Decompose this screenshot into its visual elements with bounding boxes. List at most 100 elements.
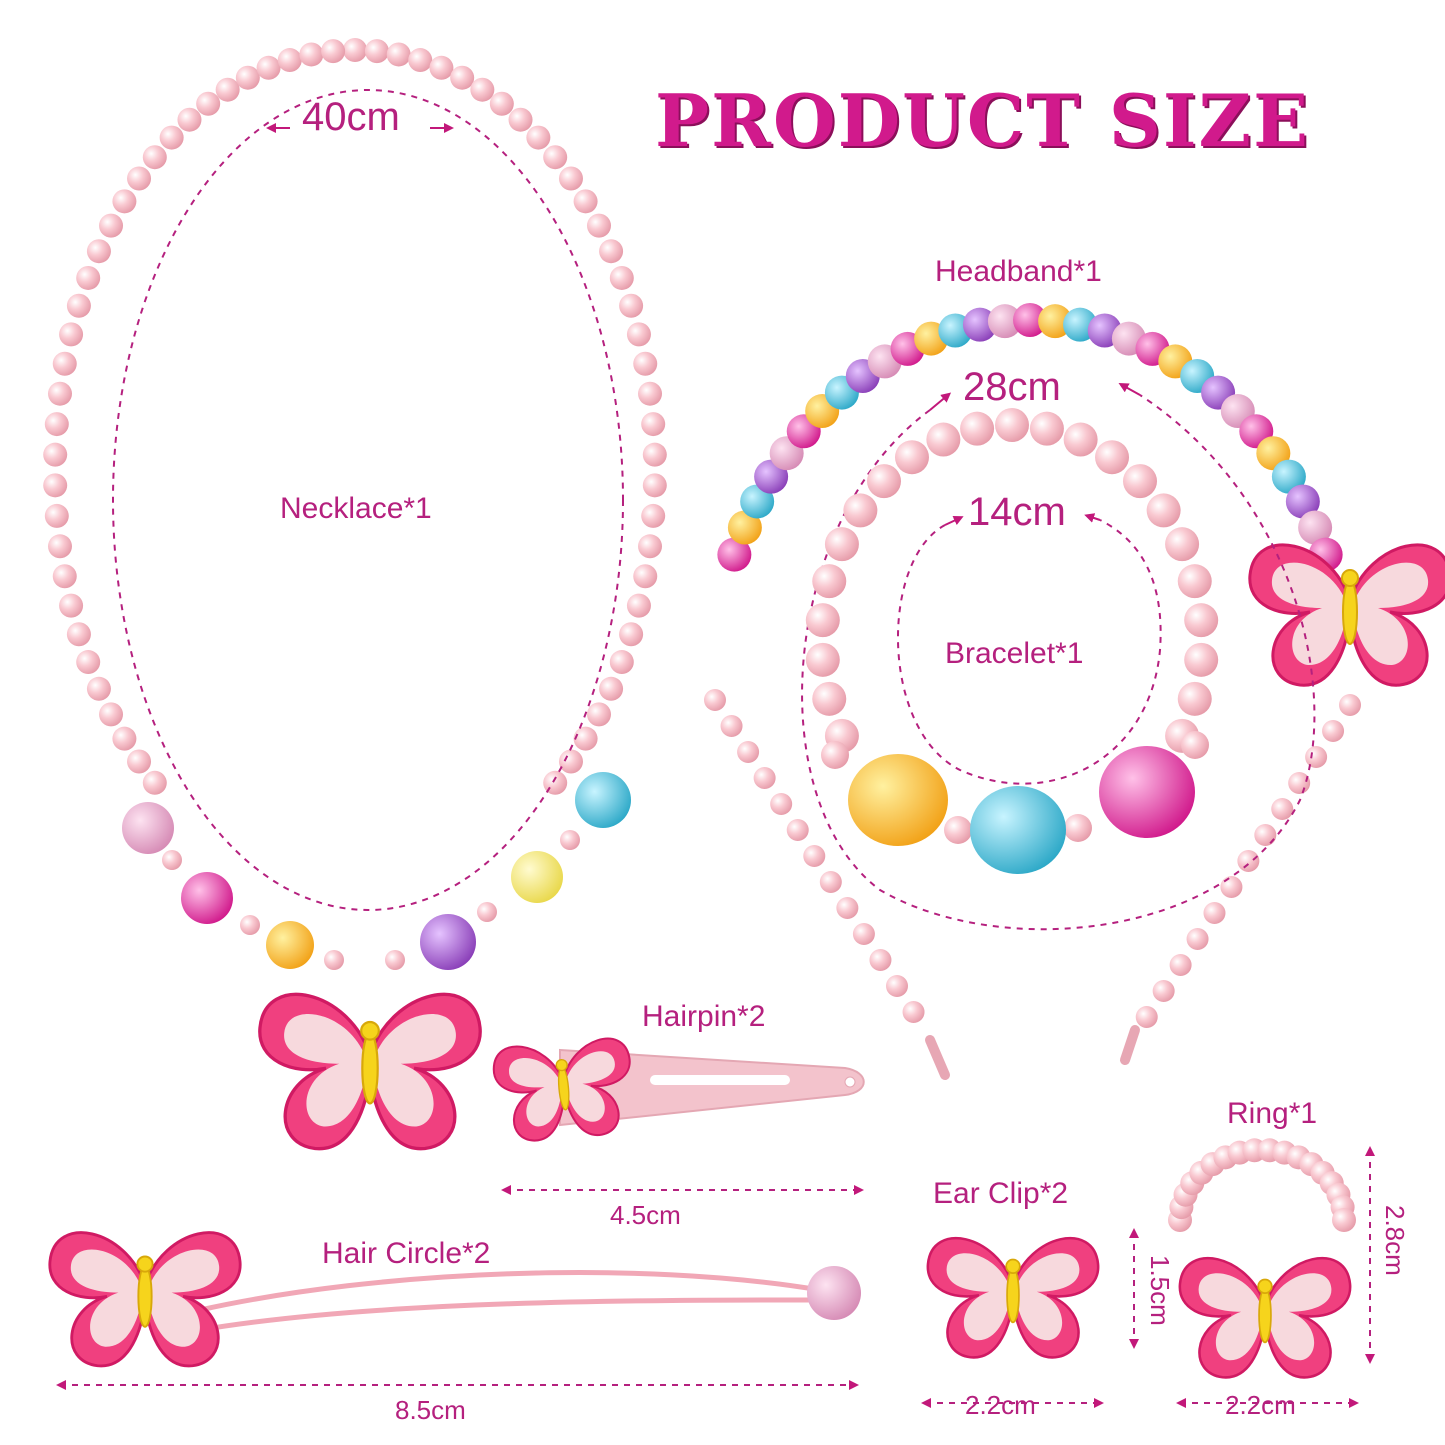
bracelet-size: 14cm	[968, 490, 1066, 534]
headband-butterfly	[1248, 543, 1445, 687]
pearl	[599, 676, 624, 701]
pearl	[162, 850, 182, 870]
pearl	[812, 681, 847, 716]
ear-clip-height: 1.5cm	[1145, 1255, 1175, 1326]
page-title: PRODUCT SIZE	[655, 78, 1310, 163]
pearl	[560, 830, 580, 850]
pearl	[642, 442, 667, 467]
pearl	[1123, 464, 1158, 499]
pearl	[66, 622, 91, 647]
pearl	[786, 819, 809, 841]
pearl	[99, 702, 124, 727]
necklace-pearls	[43, 38, 667, 970]
pearl	[720, 715, 743, 737]
pearl	[43, 473, 68, 498]
pearl	[805, 642, 840, 677]
pearl	[558, 166, 583, 191]
pearl	[47, 534, 72, 559]
pearl	[819, 871, 842, 893]
pearl	[1152, 980, 1175, 1002]
ring-height: 2.8cm	[1380, 1205, 1410, 1276]
pearl	[112, 189, 137, 214]
bracelet-measure	[896, 519, 1162, 785]
pearl	[159, 125, 184, 150]
pearl	[1339, 694, 1361, 716]
pearl	[753, 767, 776, 789]
pearl	[586, 702, 611, 727]
headband-label: Headband*1	[935, 255, 1102, 288]
pearl	[638, 381, 663, 406]
pearl	[609, 650, 634, 675]
pearl	[76, 650, 101, 675]
pearl	[52, 564, 77, 589]
pearl	[1177, 681, 1212, 716]
pearl	[450, 65, 475, 90]
necklace-measure-loop	[112, 89, 624, 911]
pearl	[573, 189, 598, 214]
pearl	[1013, 303, 1047, 337]
pearl	[256, 55, 281, 80]
pearl	[824, 527, 859, 562]
pearl	[76, 265, 101, 290]
pearl	[843, 493, 878, 528]
pearl	[59, 322, 84, 347]
pearl	[641, 503, 666, 528]
pearl	[626, 322, 651, 347]
pearl	[836, 897, 859, 919]
pearl	[926, 422, 961, 457]
pearl	[740, 484, 775, 519]
pearl	[626, 593, 651, 618]
pearl	[852, 923, 875, 945]
pearl	[1285, 484, 1320, 519]
pearl	[812, 564, 847, 599]
pearl	[86, 676, 111, 701]
pearl	[995, 408, 1029, 442]
pearl	[299, 42, 324, 67]
pearl	[803, 845, 826, 867]
pearl	[112, 726, 137, 751]
pearl	[599, 239, 624, 264]
hair-circle-butterfly	[48, 1231, 242, 1368]
pearl	[127, 166, 152, 191]
pearl	[1135, 1006, 1158, 1028]
pearl	[470, 77, 495, 102]
pearl	[177, 107, 202, 132]
pearl	[240, 915, 260, 935]
pearl	[770, 793, 793, 815]
pearl	[508, 107, 533, 132]
pearl	[86, 239, 111, 264]
pearl	[99, 213, 124, 238]
bracelet-label: Bracelet*1	[945, 637, 1084, 670]
pearl	[489, 91, 514, 116]
pearl	[127, 749, 152, 774]
pearl	[962, 307, 997, 342]
necklace-label: Necklace*1	[280, 492, 432, 525]
pearl	[1095, 440, 1130, 475]
pearl	[633, 564, 658, 589]
pearl	[526, 125, 551, 150]
pearl	[641, 412, 666, 437]
pearl	[1146, 493, 1181, 528]
pearl	[737, 741, 760, 763]
pearl	[364, 39, 389, 64]
necklace-size: 40cm	[302, 95, 400, 139]
pearl	[619, 293, 644, 318]
pearl	[1305, 746, 1328, 768]
pearl	[66, 293, 91, 318]
pearl	[633, 351, 658, 376]
pearl	[386, 42, 411, 67]
pearl	[1181, 731, 1209, 759]
pearl	[324, 950, 344, 970]
pearl	[609, 265, 634, 290]
hair-circle-label: Hair Circle*2	[322, 1237, 491, 1270]
pearl	[235, 65, 260, 90]
pearl	[1184, 603, 1219, 638]
pearl	[1063, 422, 1098, 457]
pearl	[142, 770, 167, 795]
ring-pearls	[1168, 1138, 1356, 1232]
pearl	[543, 145, 568, 170]
pearl	[558, 749, 583, 774]
pearl	[642, 473, 667, 498]
pearl	[1169, 954, 1192, 976]
